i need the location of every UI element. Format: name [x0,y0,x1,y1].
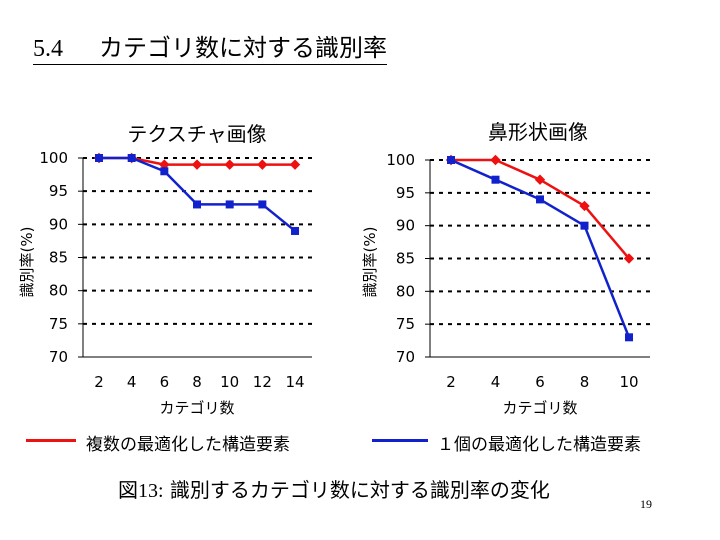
charts-area: テクスチャ画像 100 95 90 85 80 75 70 2 4 6 8 10 12 14 カテゴリ数 識別率… [18,120,650,417]
texture-x-tick-label: 12 [253,373,272,391]
nose-x-tick-label: 8 [580,373,590,391]
legend-line-single [372,439,428,442]
texture-x-tick-label: 4 [127,373,137,391]
nose-y-tick-label: 90 [396,217,415,235]
nose-point-single [447,156,455,164]
nose-x-tick-label: 4 [491,373,501,391]
texture-y-axis-title: 識別率(%) [18,227,36,298]
nose-point-single [536,195,544,204]
nose-point-single [580,221,589,230]
nose-y-tick-label: 80 [396,282,415,300]
texture-point-single [225,200,234,209]
texture-chart-title: テクスチャ画像 [127,122,266,146]
legend-label-single: １個の最適化した構造要素 [437,435,641,455]
nose-x-tick-label: 10 [619,373,638,391]
figure-caption-text: 識別するカテゴリ数に対する識別率の変化 [169,478,550,502]
texture-point-single [193,200,202,209]
legend-line-multiple [26,439,76,442]
texture-point-multiple [289,159,301,170]
texture-y-tick-label: 75 [49,315,68,333]
nose-point-multiple [490,154,501,166]
nose-y-tick-label: 75 [396,315,415,333]
nose-point-single [491,175,500,184]
nose-point-multiple [623,253,635,264]
nose-chart-title: 鼻形状画像 [488,120,588,144]
nose-point-multiple [579,200,590,212]
texture-x-tick-label: 6 [160,373,170,391]
texture-y-tick-label: 70 [49,348,68,366]
texture-x-tick-label: 14 [285,373,304,391]
texture-x-tick-label: 8 [192,373,202,391]
texture-point-single [160,167,169,176]
texture-point-multiple [191,159,203,170]
texture-point-multiple [224,159,235,170]
texture-point-single [258,200,267,209]
nose-y-tick-label: 70 [396,348,415,366]
nose-x-tick-label: 6 [535,373,545,391]
texture-y-tick-label: 95 [49,182,68,200]
texture-point-single [127,154,136,162]
nose-x-axis-title: カテゴリ数 [502,399,577,417]
texture-y-tick-label: 85 [49,249,68,267]
texture-point-single [95,154,103,162]
nose-series-line-single [450,158,631,338]
nose-y-axis-title: 識別率(%) [361,227,379,298]
nose-y-tick-label: 95 [396,184,415,202]
figure-label: 図13: [118,480,164,502]
texture-y-tick-label: 90 [49,215,68,233]
nose-y-tick-label: 100 [386,151,415,169]
nose-y-tick-label: 85 [396,250,415,268]
texture-y-tick-label: 100 [39,149,68,167]
texture-x-tick-label: 2 [94,373,104,391]
nose-point-multiple [534,174,546,185]
texture-x-axis-title: カテゴリ数 [159,399,234,417]
texture-point-single [291,226,300,235]
texture-x-tick-label: 10 [220,373,239,391]
texture-point-multiple [257,159,268,170]
page-number: 19 [640,497,652,511]
slide-heading: 5.4 カテゴリ数に対する識別率 [33,28,387,65]
legend-label-multiple: 複数の最適化した構造要素 [86,435,290,455]
section-number: 5.4 [33,36,63,62]
slide-title: カテゴリ数に対する識別率 [99,34,387,62]
figure-caption: 図13: 識別するカテゴリ数に対する識別率の変化 [118,474,550,503]
texture-y-tick-label: 80 [49,282,68,300]
nose-point-single [625,333,633,342]
nose-x-tick-label: 2 [446,373,456,391]
